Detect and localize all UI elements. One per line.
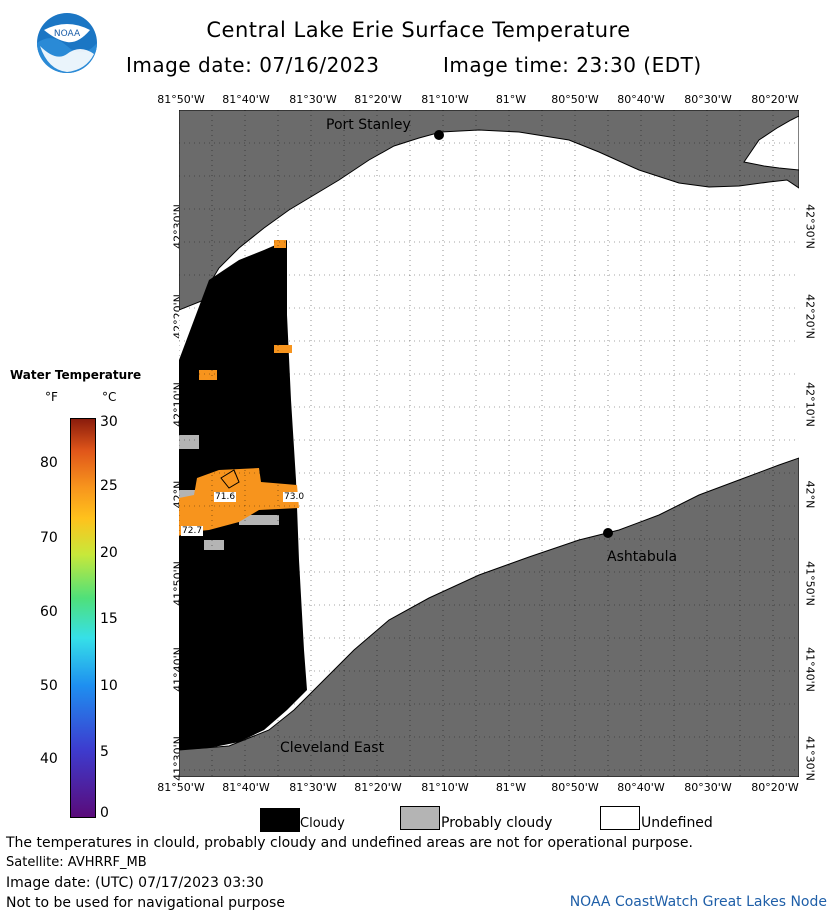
longitude-label: 80°20'W <box>751 93 799 106</box>
latitude-label: 42°20'N <box>803 294 817 339</box>
probably-cloudy-patch <box>204 540 224 550</box>
longitude-label: 81°W <box>495 93 527 106</box>
undefined-swatch <box>600 806 640 830</box>
noaa-logo-icon: NOAA <box>36 12 98 74</box>
longitude-label: 80°20'W <box>751 781 799 794</box>
south-shore-land <box>179 457 799 777</box>
utc-date-label: Image date: (UTC) 07/17/2023 03:30 <box>6 875 264 891</box>
longitude-label: 81°30'W <box>289 781 337 794</box>
lake-map <box>179 110 799 777</box>
fahrenheit-unit: °F <box>45 390 58 404</box>
warm-isotherm <box>220 469 240 489</box>
latitude-label: 42°30'N <box>803 204 817 249</box>
probably-cloudy-patch <box>179 490 201 500</box>
longitude-label: 80°50'W <box>551 781 599 794</box>
longitude-label: 81°10'W <box>421 93 469 106</box>
latitude-label: 42°10'N <box>803 382 817 427</box>
probably-cloudy-label: Probably cloudy <box>441 815 553 831</box>
longitude-label: 81°W <box>495 781 527 794</box>
warm-water-patch <box>179 468 299 536</box>
warm-water-patch <box>274 240 286 248</box>
latitude-label: 42°N <box>803 480 817 509</box>
longitude-label: 81°30'W <box>289 93 337 106</box>
temperature-color-bar <box>70 418 96 818</box>
celsius-tick: 10 <box>100 678 118 694</box>
celsius-tick: 0 <box>100 805 109 821</box>
longitude-label: 80°30'W <box>684 93 732 106</box>
place-label-port-stanley: Port Stanley <box>326 117 411 133</box>
longitude-label: 80°30'W <box>684 781 732 794</box>
latitude-label: 41°50'N <box>803 561 817 606</box>
celsius-tick: 30 <box>100 414 118 430</box>
probably-cloudy-patch <box>179 435 199 449</box>
celsius-tick: 25 <box>100 478 118 494</box>
fahrenheit-tick: 50 <box>40 678 58 694</box>
image-date-label: Image date: 07/16/2023 <box>126 53 380 77</box>
fahrenheit-tick: 80 <box>40 455 58 471</box>
longitude-label: 80°40'W <box>617 93 665 106</box>
longitude-label: 81°40'W <box>222 781 270 794</box>
cloudy-swatch <box>260 808 300 832</box>
legend-title: Water Temperature <box>10 368 142 382</box>
disclaimer-note: The temperatures in clould, probably clo… <box>6 835 693 851</box>
longitude-label: 81°20'W <box>354 93 402 106</box>
probably-cloudy-swatch <box>400 806 440 830</box>
latitude-label: 41°30'N <box>803 736 817 781</box>
longitude-label: 81°20'W <box>354 781 402 794</box>
place-label-cleveland-east: Cleveland East <box>280 740 385 756</box>
undefined-label: Undefined <box>641 815 713 831</box>
port-stanley-marker <box>434 130 444 140</box>
longitude-label: 80°50'W <box>551 93 599 106</box>
celsius-tick: 15 <box>100 611 118 627</box>
navigation-warning: Not to be used for navigational purpose <box>6 895 285 911</box>
temperature-label: 72.7 <box>181 526 204 536</box>
celsius-tick: 20 <box>100 545 118 561</box>
longitude-label: 81°10'W <box>421 781 469 794</box>
place-label-ashtabula: Ashtabula <box>607 549 678 565</box>
longitude-label: 80°40'W <box>617 781 665 794</box>
celsius-unit: °C <box>102 390 117 404</box>
image-time-label: Image time: 23:30 (EDT) <box>443 53 702 77</box>
longitude-label: 81°40'W <box>222 93 270 106</box>
ashtabula-marker <box>603 528 613 538</box>
temperature-label: 71.6 <box>214 492 237 502</box>
northeast-bay <box>743 115 799 171</box>
logo-text: NOAA <box>54 29 81 39</box>
longitude-label: 81°50'W <box>157 93 205 106</box>
fahrenheit-tick: 60 <box>40 604 58 620</box>
satellite-label: Satellite: AVHRRF_MB <box>6 855 147 870</box>
temperature-label: 73.0 <box>283 492 306 502</box>
warm-water-patch <box>274 345 292 353</box>
probably-cloudy-patch <box>239 515 279 525</box>
celsius-tick: 5 <box>100 744 109 760</box>
cloudy-label: Cloudy <box>300 816 345 831</box>
latitude-label: 41°40'N <box>803 647 817 692</box>
map-title: Central Lake Erie Surface Temperature <box>206 18 631 42</box>
fahrenheit-tick: 70 <box>40 530 58 546</box>
warm-water-patch <box>199 370 217 380</box>
credit-link[interactable]: NOAA CoastWatch Great Lakes Node <box>569 894 827 910</box>
longitude-label: 81°50'W <box>157 781 205 794</box>
fahrenheit-tick: 40 <box>40 751 58 767</box>
